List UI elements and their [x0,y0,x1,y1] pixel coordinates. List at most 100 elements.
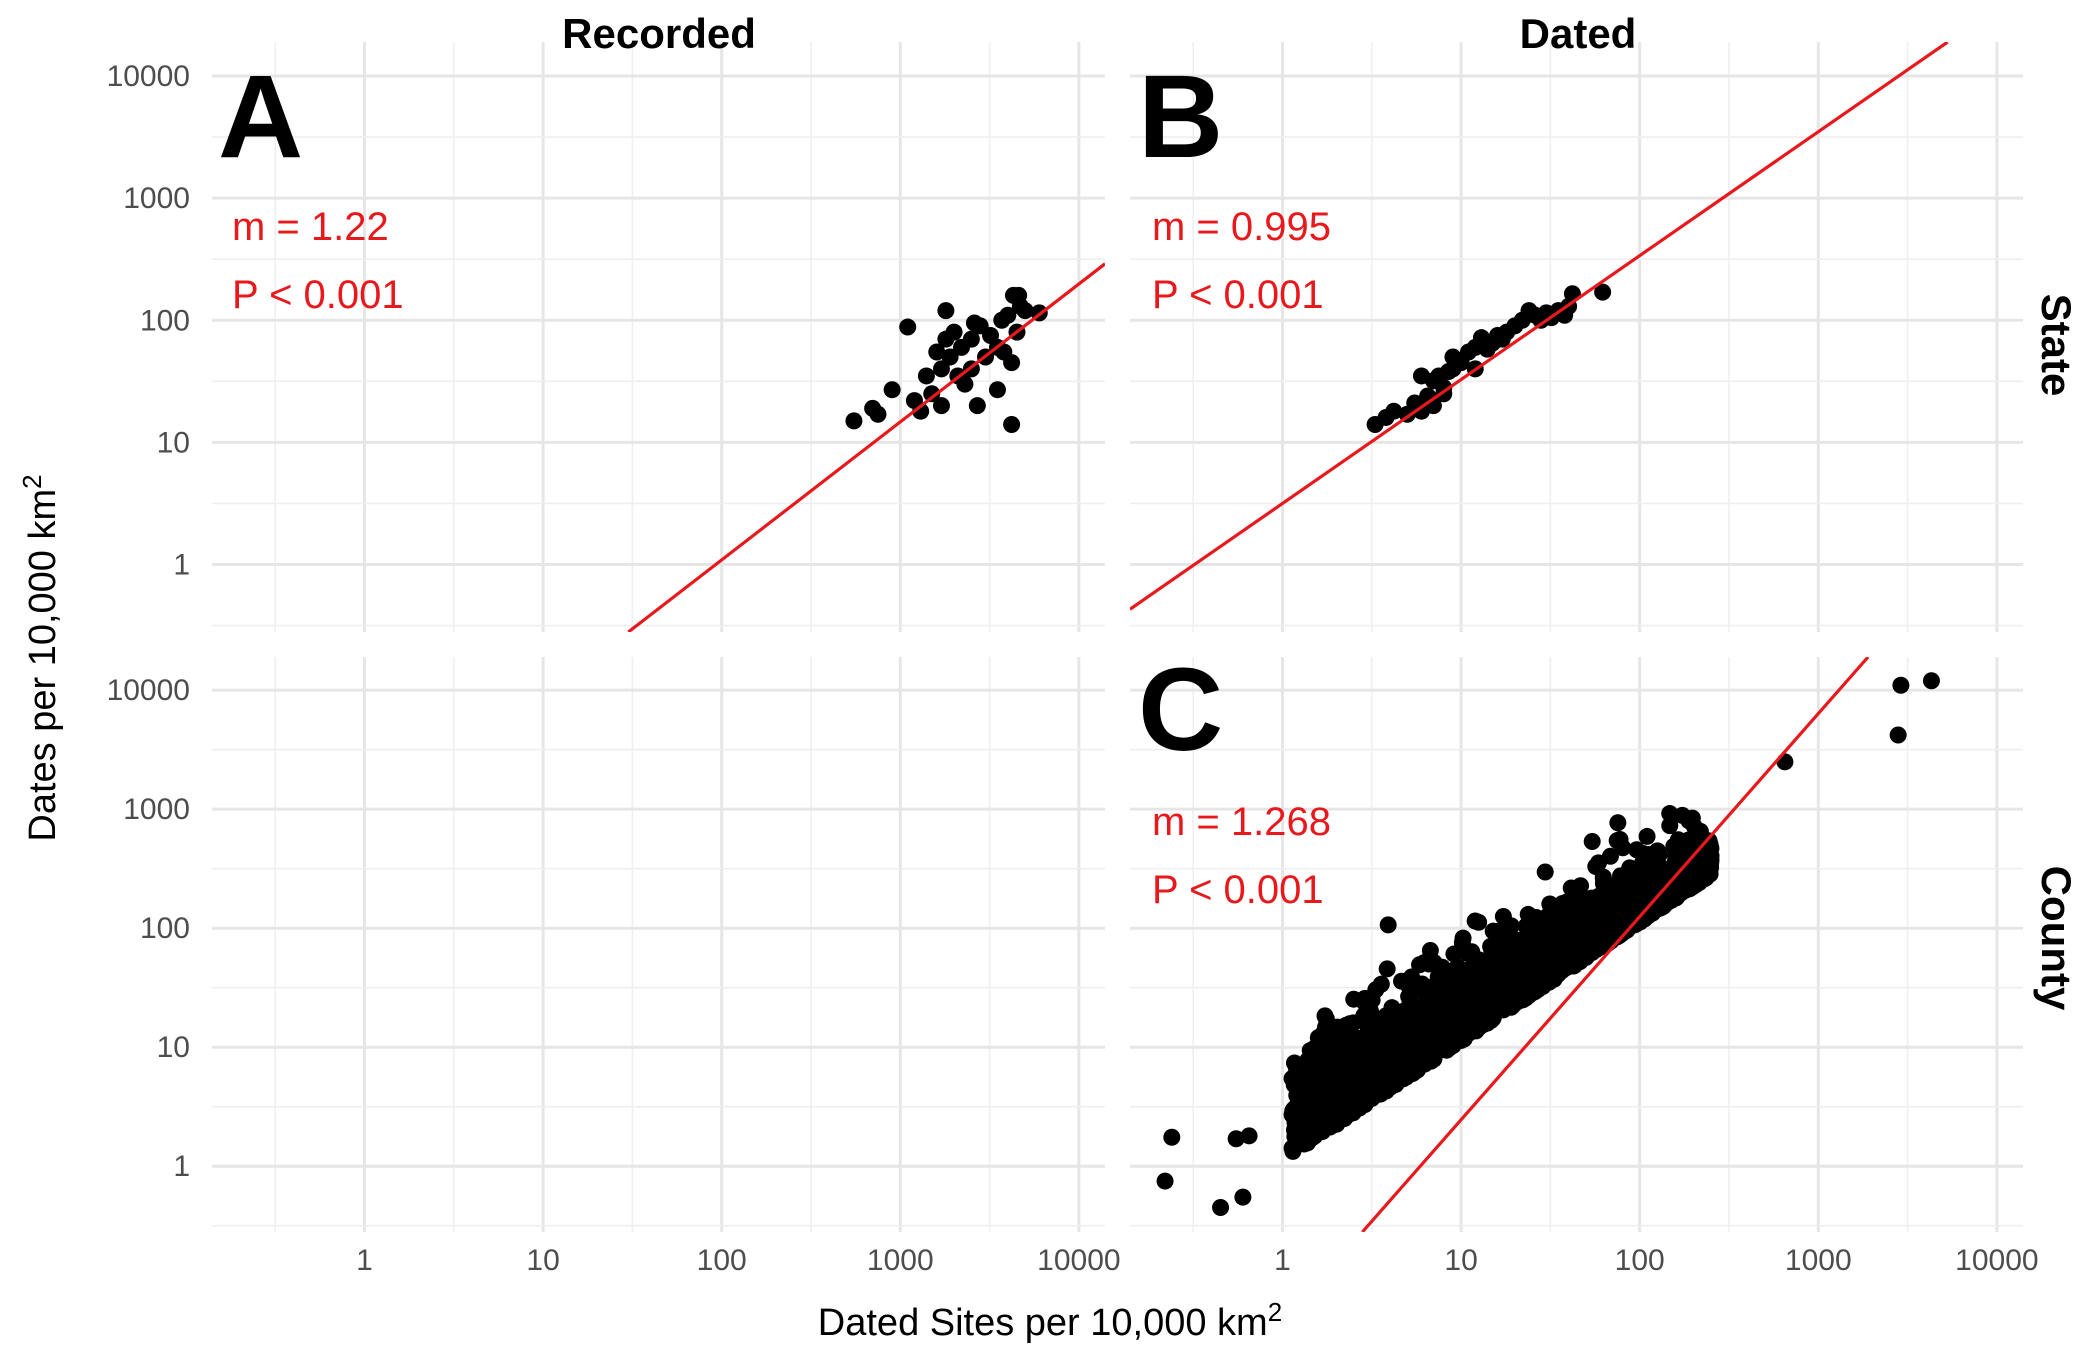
y-tick-label: 100 [140,912,190,945]
data-point [1501,978,1519,996]
panel-b-pvalue: P < 0.001 [1152,273,1324,317]
data-point [1466,912,1484,930]
x-tick-label: 1000 [867,1244,934,1277]
strip-recorded: Recorded [562,10,756,57]
data-point [1638,827,1656,845]
data-point [1299,1099,1317,1117]
y-axis-title: Dates per 10,000 km2 [17,474,64,841]
data-point [1003,354,1021,372]
data-point-outlier [1922,672,1940,690]
strip-state: State [2033,294,2080,397]
panel-letter-a: A [218,51,303,183]
data-point [1316,1007,1334,1025]
data-point [1379,916,1397,934]
data-point-outlier [1227,1130,1245,1148]
data-point [1650,864,1668,882]
x-tick-label: 1 [356,1244,373,1277]
data-point [1661,817,1679,835]
data-point [1317,1086,1335,1104]
data-point [923,385,941,403]
y-tick-label: 1000 [123,793,190,826]
data-point [1628,841,1646,859]
x-tick-label: 10000 [1037,1244,1120,1277]
data-point [1462,979,1480,997]
data-point [1432,1023,1450,1041]
data-points [845,283,1940,1216]
data-point [1003,416,1021,434]
y-tick-label: 10000 [107,60,190,93]
data-point [912,402,930,420]
data-point [1686,818,1704,836]
data-point [1332,1107,1350,1125]
x-tick-label: 10000 [1955,1244,2038,1277]
panel-letter-b: B [1138,51,1223,183]
data-point [1650,846,1668,864]
data-point [1536,863,1554,881]
y-tick-label: 1 [173,1150,190,1183]
y-tick-label: 1000 [123,182,190,215]
data-point [1478,994,1496,1012]
data-point [1408,1061,1426,1079]
data-point [1569,890,1587,908]
data-point [1418,991,1436,1009]
data-point [1521,925,1539,943]
data-point [1509,993,1527,1011]
data-point [1383,1021,1401,1039]
data-point [1385,402,1403,420]
y-tick-label: 100 [140,304,190,337]
data-point [869,405,887,423]
data-point [1435,966,1453,984]
data-point [1332,1069,1350,1087]
regression-line [1130,42,1949,611]
data-point [1493,330,1511,348]
panel-c-pvalue: P < 0.001 [1152,868,1324,912]
data-point [968,397,986,415]
data-point [1691,870,1709,888]
data-point [883,381,901,399]
data-point [1561,955,1579,973]
data-point [1390,1006,1408,1024]
data-point [941,348,959,366]
data-point [956,375,974,393]
data-point [1413,975,1431,993]
data-point [1456,1008,1474,1026]
data-point [1290,1122,1308,1140]
data-point [982,327,1000,345]
data-point-outlier [1163,1128,1181,1146]
data-point [1310,1069,1328,1087]
data-point [1400,1031,1418,1049]
panel-letter-c: C [1138,644,1223,776]
data-point-outlier [1240,1127,1258,1145]
regression-lines [627,42,1949,1232]
data-point [1587,858,1605,876]
data-point [1609,814,1627,832]
data-point [899,318,917,336]
gridlines [212,42,2023,1232]
data-point [1599,881,1617,899]
data-point [1393,972,1411,990]
data-point [1624,866,1642,884]
data-point [1594,283,1612,301]
data-point [1390,1051,1408,1069]
data-point-outlier [1212,1198,1230,1216]
data-point [1516,950,1534,968]
x-tick-label: 1000 [1785,1244,1852,1277]
data-point [988,381,1006,399]
data-point [1440,980,1458,998]
data-point [1421,1047,1439,1065]
data-point-outlier [1776,753,1794,771]
data-point [1555,931,1573,949]
data-point [932,397,950,415]
data-point [1490,956,1508,974]
data-point [1528,980,1546,998]
data-point [1453,934,1471,952]
data-point [1673,837,1691,855]
data-point [937,302,955,320]
data-point [1421,941,1439,959]
data-point [1673,806,1691,824]
regression-line [1361,657,1870,1232]
data-point [845,412,863,430]
data-point [1455,1030,1473,1048]
data-point-outlier [1889,726,1907,744]
